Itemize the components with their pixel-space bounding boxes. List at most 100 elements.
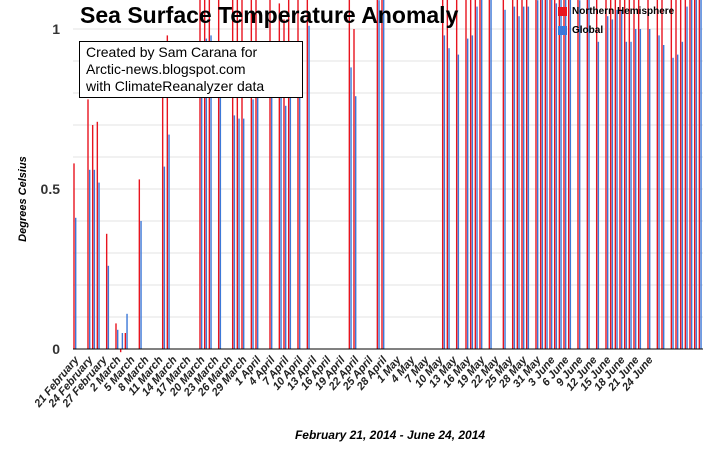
bar [609,0,612,350]
bar [278,3,281,350]
bar [93,169,96,349]
bar [289,83,292,350]
bar [219,70,222,349]
bar [695,0,698,350]
bar [308,25,310,350]
bar [203,0,206,349]
bar [98,182,100,349]
bar [168,134,170,349]
bar [663,45,665,349]
bar [231,0,234,350]
bar [560,0,562,349]
bar [355,96,357,349]
bar [73,163,75,349]
bar [465,0,467,350]
bar [481,0,483,349]
bar [565,0,567,349]
bar [479,0,481,349]
bar [535,0,537,350]
bar [306,0,309,349]
bar [623,0,626,350]
bar [469,0,472,349]
bar [350,67,352,350]
bar [661,0,663,349]
bar [513,6,516,349]
legend-entry-global: Global [558,21,674,40]
bar [633,0,635,349]
credit-line: Arctic-news.blogspot.com [86,61,246,77]
bar [91,125,94,349]
bar [471,35,474,350]
bar [551,0,553,349]
bar [138,179,141,349]
bar [607,16,609,349]
bar [297,0,299,350]
bar [217,0,220,349]
bar [686,6,688,349]
bar [586,0,589,349]
bar [299,64,301,349]
legend-swatch [558,7,567,16]
bar [656,0,659,349]
y-axis-label: Degrees Celsius [17,156,29,242]
bar [527,6,530,349]
y-tick-label: 1 [52,21,60,37]
bar [563,0,565,349]
bar [283,19,285,350]
bar [511,0,514,349]
bar [649,29,651,349]
bar [126,313,128,349]
legend-entry-northern-hemisphere: Northern Hemisphere [558,2,674,21]
bar [675,0,677,349]
bar [467,38,469,349]
bar [639,29,642,349]
bar [105,233,108,349]
bar [518,16,520,349]
bar [546,0,548,350]
bar [588,0,590,349]
bar [625,41,628,350]
bar [691,0,693,350]
bar [476,6,478,349]
bar [555,3,558,350]
bar [201,70,203,349]
y-tick-label: 0 [52,341,60,357]
bar [523,6,525,349]
bar [504,9,506,350]
bar [238,118,240,349]
bar [199,0,201,350]
bar [539,0,542,350]
bar [87,99,89,350]
bar [243,118,245,349]
bar [166,35,169,350]
bar [700,0,702,349]
legend-label: Northern Hemisphere [572,6,675,17]
x-axis-label: February 21, 2014 - June 24, 2014 [294,428,486,442]
bar [233,115,236,350]
credit-line: with ClimateReanalyzer data [86,78,265,94]
bar [210,35,212,350]
bar [605,0,607,349]
gridlines [73,28,703,318]
bar [121,333,124,349]
bar [597,41,600,350]
y-axis-ticks: 00.511.5 [41,21,61,357]
bar [595,0,598,350]
bar [441,0,444,350]
bar [381,0,383,350]
bar [378,0,380,349]
bar [549,0,551,350]
bar [89,169,91,349]
bar [348,0,351,349]
bar [271,64,273,349]
bar [490,0,492,350]
bar [488,0,491,349]
bar [541,0,544,349]
bar [635,29,637,349]
bar [628,0,631,350]
bar [287,0,290,349]
y-tick-label: 0.5 [41,181,61,197]
bars [73,0,702,353]
